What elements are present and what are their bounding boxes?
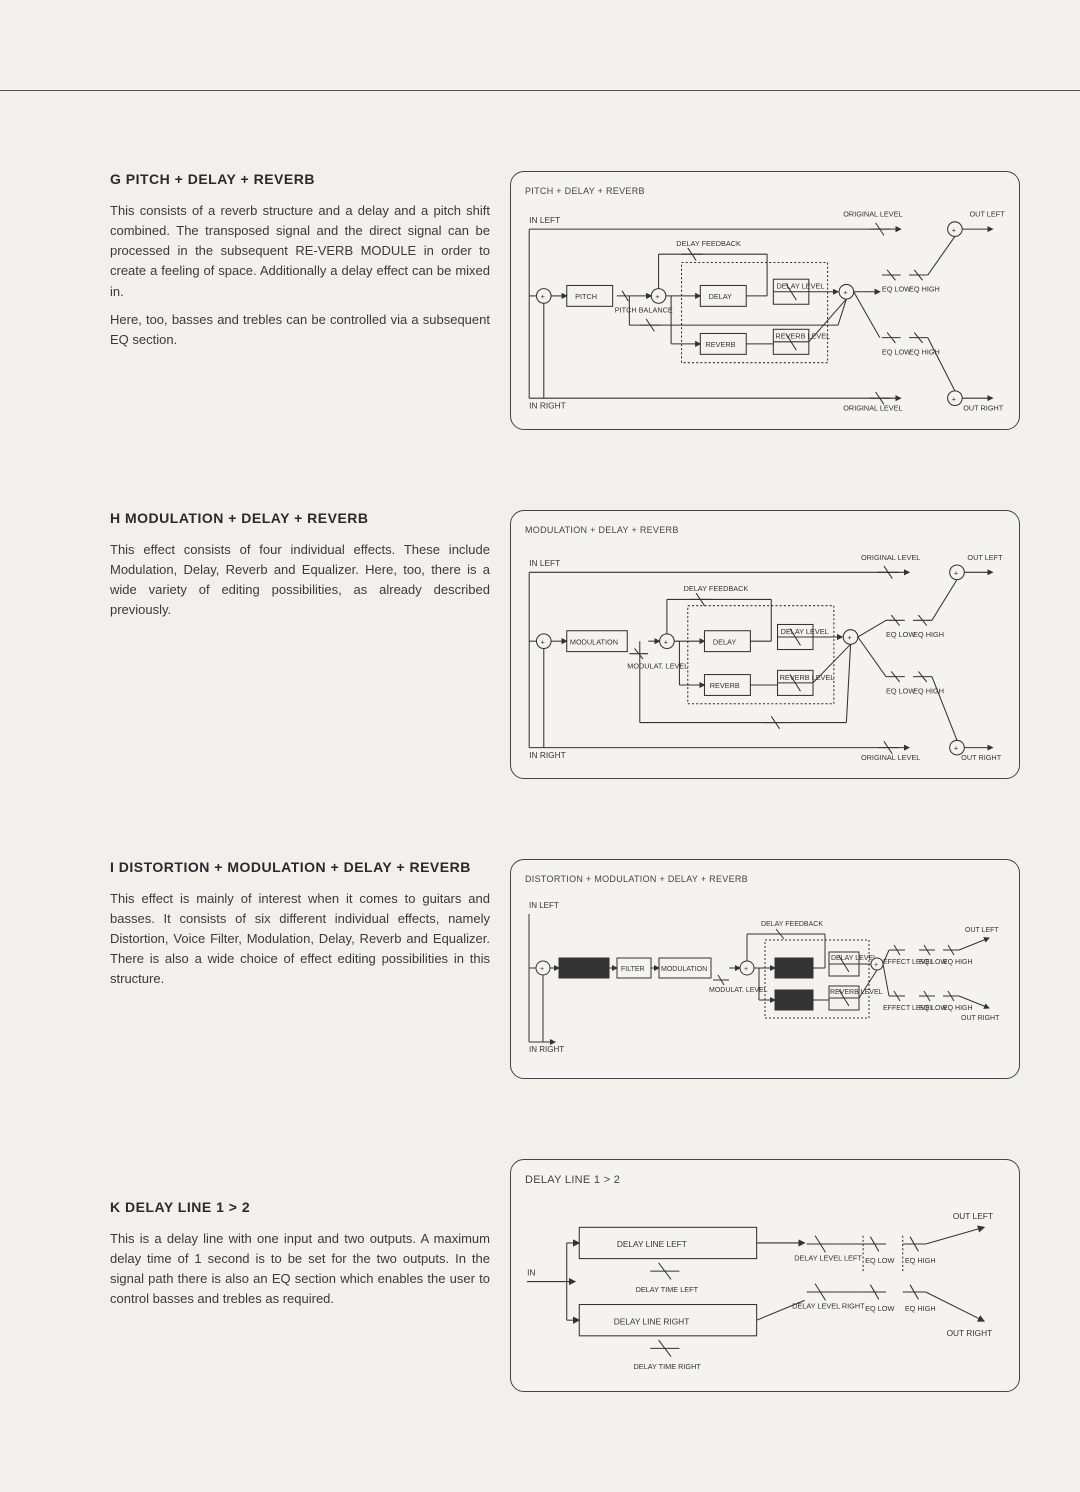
page: G PITCH + DELAY + REVERB This consists o… — [0, 90, 1080, 1432]
svg-text:+: + — [541, 292, 545, 301]
svg-text:DELAY LEVEL: DELAY LEVEL — [781, 627, 829, 636]
svg-text:DELAY LEVEL: DELAY LEVEL — [776, 282, 824, 291]
para-g-1: This consists of a reverb structure and … — [110, 201, 490, 302]
svg-text:+: + — [664, 637, 668, 646]
svg-text:EQ LOW: EQ LOW — [882, 347, 911, 356]
diagram-i-title: DISTORTION + MODULATION + DELAY + REVERB — [525, 874, 1005, 884]
svg-text:REVERB: REVERB — [706, 340, 736, 349]
svg-text:DELAY FEEDBACK: DELAY FEEDBACK — [676, 239, 741, 248]
heading-k: K DELAY LINE 1 > 2 — [110, 1199, 490, 1215]
svg-text:IN RIGHT: IN RIGHT — [529, 750, 566, 760]
diagram-k-title: DELAY LINE 1 > 2 — [525, 1174, 1005, 1186]
svg-text:IN RIGHT: IN RIGHT — [529, 401, 566, 411]
svg-text:DELAY: DELAY — [713, 637, 737, 646]
svg-text:FILTER: FILTER — [621, 966, 645, 973]
svg-text:DELAY: DELAY — [781, 966, 804, 973]
svg-text:OUT LEFT: OUT LEFT — [953, 1211, 993, 1221]
svg-text:REVERB LEVEL: REVERB LEVEL — [780, 672, 835, 681]
svg-text:DELAY LEVEL LEFT: DELAY LEVEL LEFT — [794, 1254, 862, 1263]
svg-text:ORIGINAL LEVEL: ORIGINAL LEVEL — [861, 753, 920, 760]
svg-text:OUT LEFT: OUT LEFT — [965, 927, 999, 934]
svg-text:DELAY TIME RIGHT: DELAY TIME RIGHT — [634, 1362, 702, 1371]
svg-text:EQ LOW: EQ LOW — [886, 630, 915, 639]
svg-text:+: + — [952, 225, 956, 234]
section-k: K DELAY LINE 1 > 2 This is a delay line … — [110, 1159, 1020, 1392]
svg-text:OUT RIGHT: OUT RIGHT — [947, 1328, 993, 1338]
svg-text:PITCH: PITCH — [575, 292, 597, 301]
diagram-k: DELAY LINE 1 > 2 IN DELAY LINE LEFT DELA… — [510, 1159, 1020, 1392]
svg-text:IN: IN — [527, 1267, 535, 1277]
diagram-i: DISTORTION + MODULATION + DELAY + REVERB… — [510, 859, 1020, 1079]
svg-text:DELAY TIME LEFT: DELAY TIME LEFT — [636, 1285, 699, 1294]
svg-text:+: + — [954, 743, 958, 752]
diagram-h-title: MODULATION + DELAY + REVERB — [525, 525, 1005, 535]
svg-text:ORIGINAL LEVEL: ORIGINAL LEVEL — [861, 552, 920, 561]
svg-text:+: + — [954, 568, 958, 577]
svg-text:+: + — [874, 962, 878, 969]
svg-text:DELAY LEVEL: DELAY LEVEL — [831, 955, 877, 962]
para-k-1: This is a delay line with one input and … — [110, 1229, 490, 1310]
svg-text:MODULATION: MODULATION — [570, 637, 618, 646]
svg-text:REVERB LEVEL: REVERB LEVEL — [775, 332, 830, 341]
diagram-g: PITCH + DELAY + REVERB IN LEFT ORIGINAL … — [510, 171, 1020, 430]
svg-text:EQ HIGH: EQ HIGH — [943, 959, 973, 966]
section-g: G PITCH + DELAY + REVERB This consists o… — [110, 171, 1020, 430]
svg-text:EQ LOW: EQ LOW — [865, 1256, 894, 1265]
svg-text:ORIGINAL LEVEL: ORIGINAL LEVEL — [843, 210, 902, 219]
svg-text:OUT RIGHT: OUT RIGHT — [961, 753, 1002, 760]
section-h: H MODULATION + DELAY + REVERB This effec… — [110, 510, 1020, 779]
svg-text:DELAY LINE RIGHT: DELAY LINE RIGHT — [614, 1316, 690, 1326]
svg-text:EQ HIGH: EQ HIGH — [905, 1256, 936, 1265]
para-h-1: This effect consists of four individual … — [110, 540, 490, 621]
svg-text:REVERB: REVERB — [710, 681, 740, 690]
svg-text:DELAY FEEDBACK: DELAY FEEDBACK — [761, 921, 823, 928]
svg-text:PITCH BALANCE: PITCH BALANCE — [615, 306, 673, 315]
svg-text:ORIGINAL LEVEL: ORIGINAL LEVEL — [843, 404, 902, 411]
diagram-h: MODULATION + DELAY + REVERB IN LEFT ORIG… — [510, 510, 1020, 779]
svg-text:OUT RIGHT: OUT RIGHT — [961, 1015, 1000, 1022]
svg-text:+: + — [540, 966, 544, 973]
svg-text:EQ LOW: EQ LOW — [886, 686, 915, 695]
svg-text:+: + — [843, 288, 847, 297]
section-i: I DISTORTION + MODULATION + DELAY + REVE… — [110, 859, 1020, 1079]
svg-text:DELAY: DELAY — [709, 292, 733, 301]
svg-text:+: + — [952, 394, 956, 403]
svg-text:+: + — [655, 292, 659, 301]
svg-text:REVERB: REVERB — [778, 998, 807, 1005]
svg-text:EQ HIGH: EQ HIGH — [913, 686, 944, 695]
svg-text:REVERB LEVEL: REVERB LEVEL — [830, 989, 883, 996]
para-i-1: This effect is mainly of interest when i… — [110, 889, 490, 990]
svg-text:+: + — [541, 637, 545, 646]
diagram-g-title: PITCH + DELAY + REVERB — [525, 186, 1005, 196]
svg-text:IN LEFT: IN LEFT — [529, 901, 559, 910]
svg-text:DISTORTION: DISTORTION — [561, 966, 604, 973]
svg-text:EQ HIGH: EQ HIGH — [909, 285, 940, 294]
svg-text:+: + — [847, 633, 851, 642]
svg-text:EQ LOW: EQ LOW — [865, 1304, 894, 1313]
svg-text:OUT RIGHT: OUT RIGHT — [963, 404, 1004, 411]
heading-h: H MODULATION + DELAY + REVERB — [110, 510, 490, 526]
svg-text:DELAY FEEDBACK: DELAY FEEDBACK — [684, 584, 749, 593]
svg-text:MODULATION: MODULATION — [661, 966, 707, 973]
svg-text:EQ HIGH: EQ HIGH — [905, 1304, 936, 1313]
svg-text:DELAY LINE LEFT: DELAY LINE LEFT — [617, 1239, 687, 1249]
svg-text:DELAY LEVEL RIGHT: DELAY LEVEL RIGHT — [792, 1302, 865, 1311]
svg-text:EQ HIGH: EQ HIGH — [943, 1005, 973, 1012]
svg-text:EQ HIGH: EQ HIGH — [913, 630, 944, 639]
svg-text:IN RIGHT: IN RIGHT — [529, 1045, 564, 1054]
svg-text:IN LEFT: IN LEFT — [529, 558, 560, 568]
para-g-2: Here, too, basses and trebles can be con… — [110, 310, 490, 350]
svg-text:OUT LEFT: OUT LEFT — [970, 210, 1005, 219]
svg-text:EQ LOW: EQ LOW — [882, 285, 911, 294]
svg-text:+: + — [744, 966, 748, 973]
heading-g: G PITCH + DELAY + REVERB — [110, 171, 490, 187]
svg-text:IN LEFT: IN LEFT — [529, 215, 560, 225]
heading-i: I DISTORTION + MODULATION + DELAY + REVE… — [110, 859, 490, 875]
svg-text:OUT LEFT: OUT LEFT — [967, 552, 1003, 561]
